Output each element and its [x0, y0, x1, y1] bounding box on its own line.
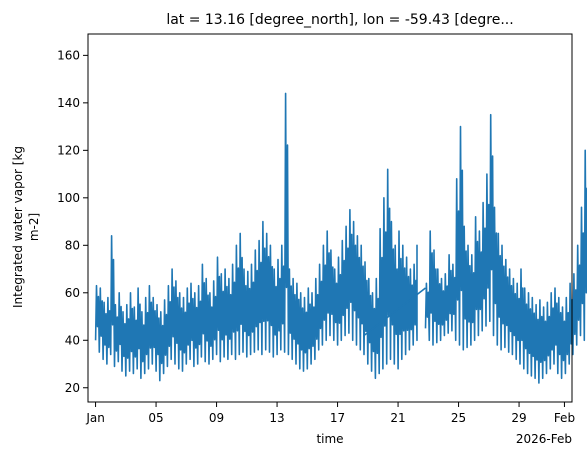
series-line-segment — [94, 92, 418, 382]
y-axis-label-line-1: Integrated water vapor [kg — [11, 146, 25, 308]
y-axis-label-line-2: m-2] — [27, 213, 41, 241]
y-tick-label: 120 — [57, 143, 80, 157]
y-tick-label: 80 — [65, 238, 80, 252]
plot-area — [94, 92, 587, 384]
x-tick-label: Jan — [85, 411, 105, 425]
x-tick-label: 29 — [511, 411, 526, 425]
x-tick-label: 05 — [148, 411, 163, 425]
chart-title: lat = 13.16 [degree_north], lon = -59.43… — [166, 12, 513, 28]
series-line-segment — [424, 113, 587, 384]
plot-frame — [87, 33, 573, 403]
y-tick-label: 100 — [57, 191, 80, 205]
x-tick-label: 13 — [269, 411, 284, 425]
y-tick-label: 140 — [57, 96, 80, 110]
x-axis: Jan 05 09 13 17 21 25 29 Feb — [85, 402, 575, 425]
x-axis-offset-label: 2026-Feb — [516, 432, 572, 446]
y-tick-label: 40 — [65, 333, 80, 347]
x-tick-label: 21 — [390, 411, 405, 425]
y-tick-label: 20 — [65, 381, 80, 395]
y-tick-label: 60 — [65, 286, 80, 300]
x-tick-label: 09 — [209, 411, 224, 425]
y-tick-label: 160 — [57, 48, 80, 62]
x-tick-label: 25 — [451, 411, 466, 425]
x-axis-label: time — [316, 432, 343, 446]
x-tick-label: Feb — [554, 411, 575, 425]
series-line-segment — [363, 287, 426, 337]
x-tick-label: 17 — [330, 411, 345, 425]
y-axis: 20 40 60 80 100 120 140 160 — [57, 48, 88, 395]
